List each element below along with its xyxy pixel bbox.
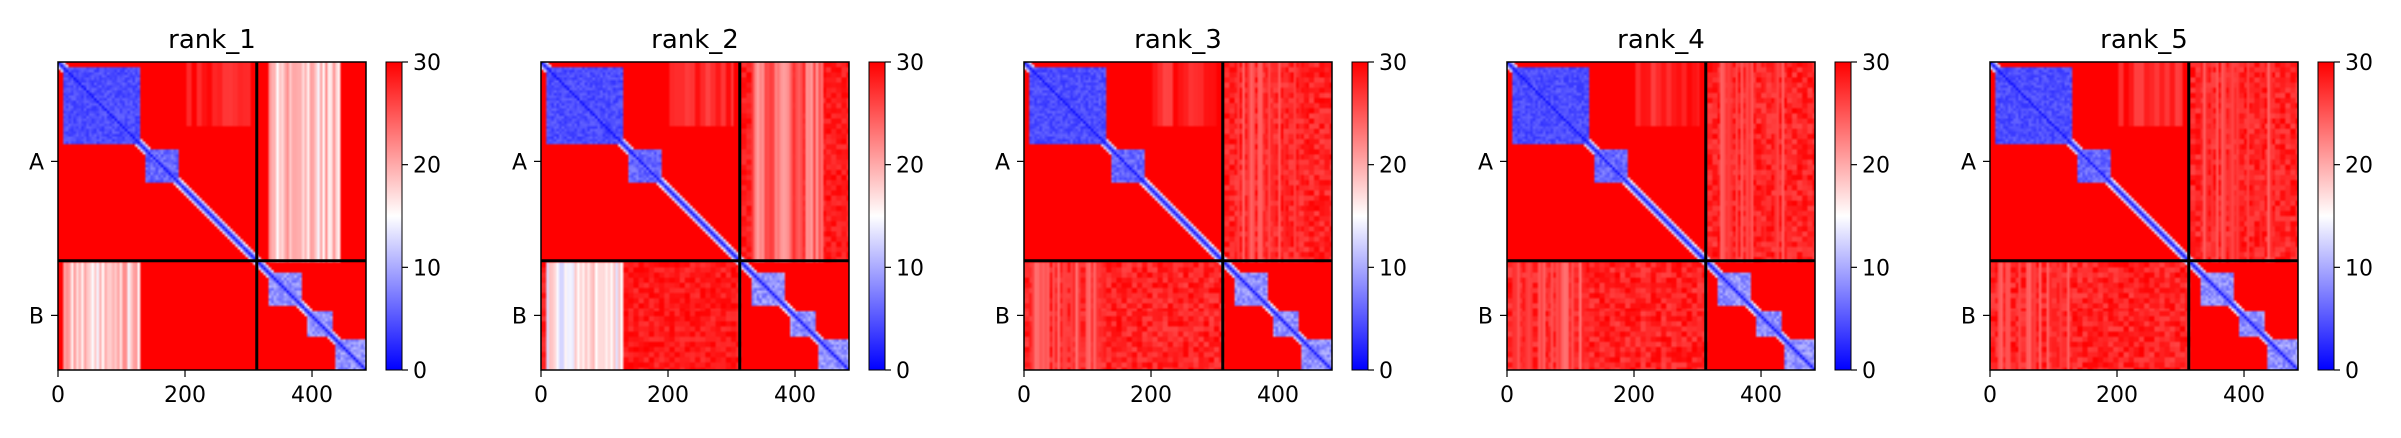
x-tick-label: 0 [51, 383, 65, 408]
heatmap-panel-5: rank_5 0 200 400 A B 0 10 20 30 [1961, 25, 2373, 408]
colorbar-tick-label: 20 [1379, 154, 1407, 179]
x-tick-label: 400 [1257, 383, 1299, 408]
x-tick-label: 0 [1017, 383, 1031, 408]
pae-heatmap-image [58, 62, 366, 370]
chain-label-B: B [1478, 304, 1493, 329]
pae-heatmap-image [541, 62, 849, 370]
colorbar [385, 61, 403, 371]
colorbar-tick-label: 20 [413, 154, 441, 179]
x-tick-label: 400 [774, 383, 816, 408]
colorbar-tick-label: 0 [1379, 359, 1393, 384]
colorbar [1351, 61, 1369, 371]
heatmap-panel-2: rank_2 0 200 400 A B 0 10 20 30 [512, 25, 924, 408]
heatmap-frame [1506, 61, 1816, 371]
panel-title: rank_1 [168, 25, 256, 55]
heatmap-panel-4: rank_4 0 200 400 A B 0 10 20 30 [1478, 25, 1890, 408]
x-tick-label: 200 [1130, 383, 1172, 408]
x-tick-label: 400 [2223, 383, 2265, 408]
colorbar-tick-label: 0 [896, 359, 910, 384]
heatmap-frame [57, 61, 367, 371]
chain-label-B: B [1961, 304, 1976, 329]
heatmap-panel-3: rank_3 0 200 400 A B 0 10 20 30 [995, 25, 1407, 408]
chain-label-A: A [1961, 150, 1976, 175]
colorbar-tick-label: 20 [1862, 154, 1890, 179]
x-tick-label: 400 [291, 383, 333, 408]
chain-label-A: A [512, 150, 527, 175]
panel-title: rank_4 [1617, 25, 1705, 55]
heatmap-frame [1989, 61, 2299, 371]
panel-title: rank_5 [2100, 25, 2188, 55]
x-tick-label: 200 [647, 383, 689, 408]
pae-heatmap-image [1024, 62, 1332, 370]
colorbar-tick-label: 20 [2345, 154, 2373, 179]
chain-label-B: B [995, 304, 1010, 329]
colorbar-tick-label: 10 [1379, 256, 1407, 281]
colorbar-tick-label: 30 [1862, 51, 1890, 76]
colorbar-tick-label: 30 [2345, 51, 2373, 76]
colorbar-tick-label: 10 [896, 256, 924, 281]
colorbar-tick-label: 0 [1862, 359, 1876, 384]
chain-label-A: A [995, 150, 1010, 175]
panel-title: rank_2 [651, 25, 739, 55]
pae-heatmap-image [1990, 62, 2298, 370]
chain-label-A: A [1478, 150, 1493, 175]
chain-label-B: B [29, 304, 44, 329]
chain-label-B: B [512, 304, 527, 329]
x-tick-label: 200 [1613, 383, 1655, 408]
x-tick-label: 200 [164, 383, 206, 408]
colorbar-tick-label: 0 [2345, 359, 2359, 384]
colorbar-tick-label: 30 [413, 51, 441, 76]
heatmap-frame [540, 61, 850, 371]
x-tick-label: 0 [534, 383, 548, 408]
panel-title: rank_3 [1134, 25, 1222, 55]
colorbar-tick-label: 30 [1379, 51, 1407, 76]
heatmap-frame [1023, 61, 1333, 371]
colorbar-tick-label: 20 [896, 154, 924, 179]
colorbar [868, 61, 886, 371]
x-tick-label: 0 [1500, 383, 1514, 408]
pae-heatmap-image [1507, 62, 1815, 370]
colorbar-tick-label: 10 [2345, 256, 2373, 281]
x-tick-label: 200 [2096, 383, 2138, 408]
heatmap-panel-1: rank_1 0 200 400 A B 0 10 20 30 [29, 25, 441, 408]
x-tick-label: 400 [1740, 383, 1782, 408]
colorbar-tick-label: 10 [413, 256, 441, 281]
chain-label-A: A [29, 150, 44, 175]
colorbar [1834, 61, 1852, 371]
colorbar-tick-label: 30 [896, 51, 924, 76]
colorbar-tick-label: 0 [413, 359, 427, 384]
colorbar [2317, 61, 2335, 371]
colorbar-tick-label: 10 [1862, 256, 1890, 281]
x-tick-label: 0 [1983, 383, 1997, 408]
